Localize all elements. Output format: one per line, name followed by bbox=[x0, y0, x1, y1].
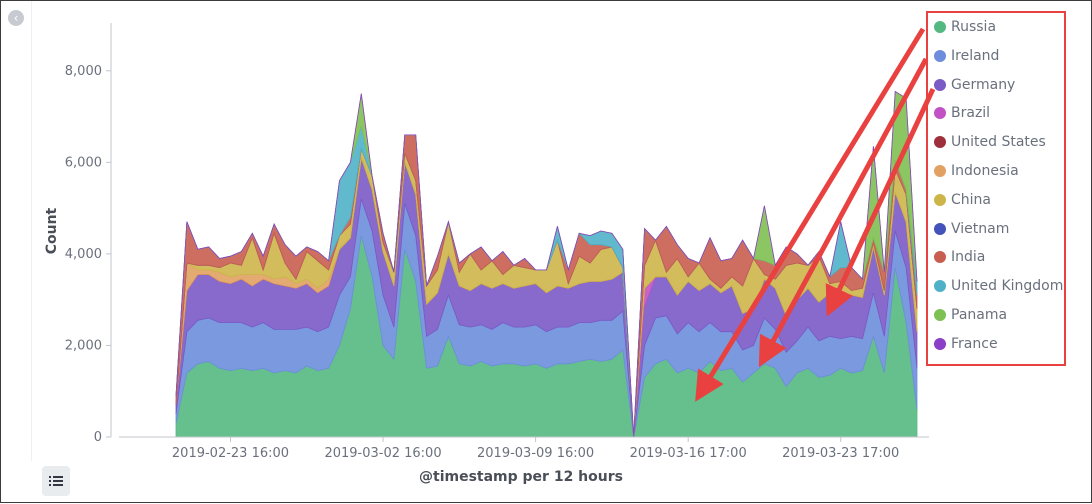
legend-swatch bbox=[934, 193, 946, 206]
legend-label: Indonesia bbox=[951, 163, 1019, 179]
legend-label: Brazil bbox=[951, 105, 991, 122]
legend-swatch bbox=[934, 165, 946, 177]
legend-label: Vietnam bbox=[951, 220, 1010, 237]
legend-swatch bbox=[934, 107, 946, 120]
list-icon[interactable] bbox=[42, 466, 70, 496]
legend-swatch bbox=[934, 251, 946, 264]
legend-item-france[interactable]: France bbox=[934, 336, 998, 352]
annotation-arrow bbox=[825, 87, 936, 317]
legend-label: Germany bbox=[951, 76, 1016, 93]
y-tick-label: 6,000 bbox=[65, 155, 102, 170]
axes-group: 0 2,000 4,000 6,000 8,000 2019-02-23 16:00 201… bbox=[65, 23, 929, 461]
panel-divider bbox=[31, 1, 32, 461]
legend-label: India bbox=[951, 249, 986, 266]
legend-item-vietnam[interactable]: Vietnam bbox=[934, 221, 1009, 237]
y-axis-title: Count bbox=[44, 207, 60, 254]
legend-item-ireland[interactable]: Ireland bbox=[934, 48, 999, 64]
legend-swatch bbox=[934, 337, 946, 350]
x-tick-label: 2019-03-02 16:00 bbox=[324, 446, 441, 461]
legend-label: Ireland bbox=[951, 47, 1000, 64]
legend-swatch bbox=[934, 21, 946, 33]
x-tick-label: 2019-03-09 16:00 bbox=[477, 446, 594, 461]
area-series-group bbox=[175, 90, 918, 438]
legend-swatch bbox=[934, 78, 946, 91]
legend-label: United States bbox=[951, 134, 1046, 151]
y-tick-label: 2,000 bbox=[65, 338, 102, 353]
legend-item-india[interactable]: India bbox=[934, 249, 985, 265]
legend-swatch bbox=[934, 280, 946, 293]
area-series-france[interactable] bbox=[175, 90, 918, 438]
legend-swatch bbox=[934, 222, 946, 235]
chevron-left-icon[interactable]: ‹ bbox=[8, 10, 24, 26]
legend-item-brazil[interactable]: Brazil bbox=[934, 105, 990, 121]
legend-item-germany[interactable]: Germany bbox=[934, 77, 1015, 93]
annotation-arrow bbox=[758, 57, 929, 368]
y-tick-label: 0 bbox=[94, 430, 102, 445]
chart-legend: Russia Ireland Germany Brazil United States I… bbox=[926, 11, 1066, 366]
legend-item-russia[interactable]: Russia bbox=[934, 19, 996, 35]
y-tick-label: 4,000 bbox=[65, 247, 102, 262]
legend-label: China bbox=[951, 191, 991, 208]
legend-label: Russia bbox=[951, 19, 997, 35]
legend-item-united-states[interactable]: United States bbox=[934, 134, 1046, 150]
legend-label: Panama bbox=[951, 307, 1008, 323]
legend-item-united-kingdom[interactable]: United Kingdom bbox=[934, 278, 1063, 294]
legend-item-china[interactable]: China bbox=[934, 192, 991, 208]
x-tick-label: 2019-03-16 17:00 bbox=[630, 446, 747, 461]
x-tick-label: 2019-03-23 17:00 bbox=[782, 446, 899, 461]
legend-swatch bbox=[934, 309, 946, 321]
annotation-arrows bbox=[695, 27, 936, 402]
x-axis-title: @timestamp per 12 hours bbox=[419, 469, 623, 485]
legend-item-panama[interactable]: Panama bbox=[934, 307, 1007, 323]
legend-label: France bbox=[951, 335, 998, 352]
legend-item-indonesia[interactable]: Indonesia bbox=[934, 163, 1019, 179]
y-tick-label: 8,000 bbox=[65, 64, 102, 79]
annotation-arrow bbox=[695, 27, 926, 402]
x-tick-label: 2019-02-23 16:00 bbox=[172, 446, 289, 461]
legend-swatch bbox=[934, 49, 946, 62]
legend-swatch bbox=[934, 136, 946, 149]
legend-label: United Kingdom bbox=[951, 278, 1064, 295]
list-icon-glyph bbox=[49, 476, 63, 486]
